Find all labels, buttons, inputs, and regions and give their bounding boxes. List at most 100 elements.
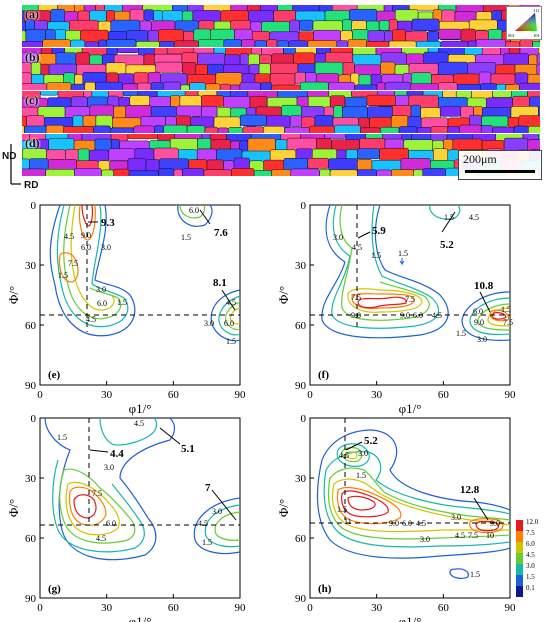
peak-label: 9.3 <box>101 217 115 229</box>
x-axis-label: φ1/° <box>399 614 422 622</box>
x-tick-label: 0 <box>307 389 313 401</box>
grain <box>45 169 75 176</box>
panel-label-g: (g) <box>48 583 61 595</box>
x-tick-label: 30 <box>371 389 383 401</box>
x-axis-label: φ1/° <box>129 614 152 622</box>
svg-text:7.5: 7.5 <box>92 489 102 498</box>
colorbar-label: 4.5 <box>526 551 535 559</box>
svg-text:3.0: 3.0 <box>96 285 106 294</box>
grain <box>271 169 292 176</box>
svg-text:1.5: 1.5 <box>202 538 212 547</box>
svg-text:3.0: 3.0 <box>333 233 343 242</box>
x-tick-label: 30 <box>101 389 113 401</box>
colorbar-segment <box>516 586 523 597</box>
grain <box>70 39 86 47</box>
contour-labels: 1.5 4.5 3.0 4.5 1.5 1.5 7.5 7.5 9.0 9.0 … <box>333 213 513 344</box>
odf-panel-e: 9.3 7.6 8.1 4.5 9.0 6.0 7.5 3.0 1.5 6.0 … <box>39 204 241 386</box>
svg-text:1.5: 1.5 <box>470 570 480 579</box>
svg-text:1.5: 1.5 <box>356 471 366 480</box>
grain <box>84 41 99 47</box>
y-tick-label: 0 <box>31 413 37 425</box>
svg-text:6.0: 6.0 <box>224 319 234 328</box>
svg-text:1.5: 1.5 <box>226 337 236 346</box>
grain <box>117 48 139 53</box>
y-axis-label: Φ/° <box>6 286 21 304</box>
svg-text:4.5: 4.5 <box>86 315 96 324</box>
svg-text:1.5: 1.5 <box>57 433 67 442</box>
grain <box>284 127 310 133</box>
svg-text:9.0: 9.0 <box>400 311 410 320</box>
svg-text:3.0: 3.0 <box>204 319 214 328</box>
grain <box>110 127 135 133</box>
grain <box>422 168 446 176</box>
grain <box>480 83 497 90</box>
panel-label-c: (c) <box>25 93 39 107</box>
svg-text:7.5: 7.5 <box>468 531 478 540</box>
grain <box>388 40 417 47</box>
peak-label: 5.1 <box>181 443 195 455</box>
colorbar-segment <box>516 553 523 564</box>
y-tick-label: 30 <box>25 260 37 272</box>
grain-map <box>22 5 540 47</box>
svg-text:7.5: 7.5 <box>68 259 78 268</box>
panel-label-e: (e) <box>48 369 61 381</box>
svg-text:1.5: 1.5 <box>337 505 347 514</box>
contour-labels: 4.5 9.0 6.0 7.5 3.0 1.5 6.0 1.5 3.0 6.0 … <box>58 206 236 346</box>
grain <box>159 41 175 47</box>
svg-text:4.5: 4.5 <box>198 519 208 528</box>
y-axis-label: Φ/° <box>6 499 21 517</box>
panel-label-d: (d) <box>25 136 40 150</box>
grain <box>505 41 521 47</box>
svg-text:4.5: 4.5 <box>339 451 349 460</box>
scale-bar <box>465 170 535 173</box>
grain <box>127 134 158 140</box>
peak-label: 5.2 <box>364 435 378 447</box>
grain <box>357 169 378 176</box>
svg-text:1.5: 1.5 <box>398 249 408 258</box>
x-tick-label: 0 <box>37 602 43 614</box>
y-tick-label: 90 <box>295 380 307 392</box>
grain <box>22 83 48 90</box>
odf-panel-f: 5.9 5.2 10.8 1.5 4.5 3.0 4.5 1.5 1.5 7.5… <box>309 204 513 386</box>
grain <box>519 82 540 90</box>
grain <box>536 53 540 65</box>
colorbar-label: 3.0 <box>526 562 535 570</box>
svg-text:6.0: 6.0 <box>106 519 116 528</box>
contour-labels: 4.5 3.0 1.5 1.5 11 9.0 6.0 4.5 3.0 3.0 4… <box>337 449 500 579</box>
colorbar: 12.0 7.5 6.0 4.5 3.0 1.5 0.1 <box>516 518 539 597</box>
svg-text:3.0: 3.0 <box>420 535 430 544</box>
x-tick-label: 30 <box>371 602 383 614</box>
grain <box>101 169 114 176</box>
x-tick-label: 0 <box>37 389 43 401</box>
grain <box>307 40 338 47</box>
x-tick-label: 90 <box>505 602 517 614</box>
grain <box>309 125 335 133</box>
svg-text:3.0: 3.0 <box>358 449 368 458</box>
peak-label: 5.2 <box>440 239 454 251</box>
svg-text:4.5: 4.5 <box>416 519 426 528</box>
ebsd-map-c: (c) <box>22 91 540 133</box>
y-axis-label: Φ/° <box>276 286 291 304</box>
grain <box>376 82 386 90</box>
svg-text:1.5: 1.5 <box>181 233 191 242</box>
grain <box>380 126 400 133</box>
grain <box>63 126 94 133</box>
y-tick-label: 60 <box>295 533 307 545</box>
grain <box>319 168 331 176</box>
contour-blue <box>49 204 241 342</box>
grain <box>230 84 241 90</box>
grain <box>532 41 540 47</box>
y-tick-label: 30 <box>295 473 307 485</box>
x-tick-label: 90 <box>235 389 247 401</box>
grain <box>496 83 506 90</box>
grain <box>40 91 59 96</box>
x-tick-label: 90 <box>505 389 517 401</box>
grain <box>45 124 64 133</box>
grain <box>128 170 159 176</box>
grain <box>415 40 441 47</box>
grain <box>217 127 229 133</box>
colorbar-label: 12.0 <box>526 518 539 526</box>
svg-text:9.0: 9.0 <box>490 519 500 528</box>
y-tick-label: 90 <box>295 593 307 605</box>
